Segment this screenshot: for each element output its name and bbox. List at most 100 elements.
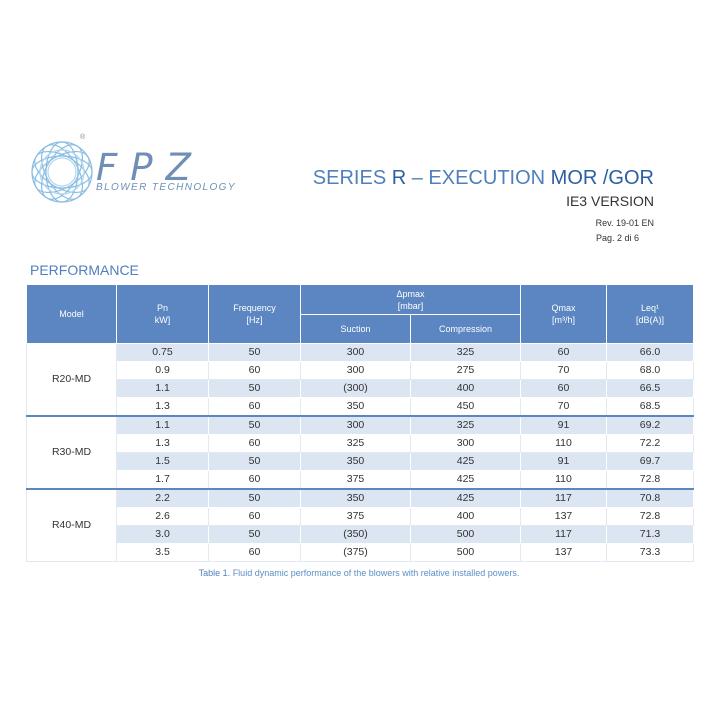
table-cell: 425: [410, 470, 521, 490]
table-cell: 60: [208, 543, 301, 562]
fpz-logo: [22, 132, 242, 212]
brand-name: FPZ: [96, 146, 204, 189]
table-cell: 400: [410, 379, 521, 398]
fpz-spiral-logo-icon: [31, 141, 93, 203]
table-cell: (375): [300, 543, 411, 562]
table-cell: (350): [300, 525, 411, 544]
revision-label: Rev. 19-01 EN: [595, 218, 654, 228]
table-cell: 1.7: [116, 470, 209, 490]
table-row: R20-MD 0.75 50 300 325 60 66.0: [26, 343, 694, 417]
table-cell: 50: [208, 525, 301, 544]
table-cell: 50: [208, 488, 301, 508]
table-cell: 72.2: [606, 434, 694, 453]
table-cell: 60: [520, 343, 607, 362]
table-cell: 71.3: [606, 525, 694, 544]
series-letter: R: [391, 167, 407, 189]
table-row: 2.6 60 375 400 137 72.8: [27, 507, 694, 526]
table-cell: 300: [300, 415, 411, 435]
table-cell: 91: [520, 452, 607, 471]
table-cell: 69.7: [606, 452, 694, 471]
header-pn: Pn kW]: [116, 284, 209, 344]
header-dp: Δpmax [mbar]: [300, 284, 521, 315]
table-cell: 60: [208, 507, 301, 526]
table-cell: 66.0: [606, 343, 694, 362]
table-cell: 300: [410, 434, 521, 453]
caption-label: Table 1.: [198, 568, 231, 578]
table-cell: 50: [208, 343, 301, 362]
table-cell: 325: [300, 434, 411, 453]
table-row: 1.1 50 (300) 400 60 66.5: [27, 379, 694, 398]
header-q: Qmax [m³/h]: [520, 284, 607, 344]
table-cell: 1.3: [116, 434, 209, 453]
performance-table: Model Pn kW] Frequency [Hz] Δpmax [mbar] Qm…: [26, 284, 694, 562]
table-cell: 425: [410, 452, 521, 471]
table-cell: 70: [520, 397, 607, 417]
table-cell: 70.8: [606, 488, 694, 508]
table-cell: 50: [208, 415, 301, 435]
table-cell: 2.6: [116, 507, 209, 526]
series-title: SERIES R – EXECUTION MOR /GOR: [313, 167, 654, 190]
table-row: 3.0 50 (350) 500 117 71.3: [27, 525, 694, 544]
table-cell: 275: [410, 361, 521, 380]
caption-text: Fluid dynamic performance of the blowers…: [230, 568, 520, 578]
series-mid: – EXECUTION: [406, 167, 551, 189]
header-q-label: Qmax: [551, 303, 576, 313]
table-cell: 60: [208, 434, 301, 453]
table-body: R20-MD 0.75 50 300 325 60 66.0 0.9 60 300 275 70 68.…: [26, 343, 694, 562]
table-cell: 69.2: [606, 415, 694, 435]
table-cell: 60: [520, 379, 607, 398]
header-model: Model: [26, 284, 117, 344]
table-row: 1.3 60 325 300 110 72.2: [27, 434, 694, 453]
table-cell: 73.3: [606, 543, 694, 562]
table-row: 1.5 50 350 425 91 69.7: [27, 452, 694, 471]
model-cell: R20-MD: [26, 343, 117, 417]
brand-tagline: BLOWER TECHNOLOGY: [96, 182, 236, 193]
table-cell: 137: [520, 543, 607, 562]
table-cell: 0.9: [116, 361, 209, 380]
series-execution: MOR /GOR: [550, 167, 654, 189]
table-cell: 375: [300, 470, 411, 490]
header-pn-unit: kW]: [154, 315, 171, 325]
model-cell: R30-MD: [26, 415, 117, 490]
table-cell: 50: [208, 452, 301, 471]
table-cell: 72.8: [606, 470, 694, 490]
table-cell: 300: [300, 361, 411, 380]
table-row: R40-MD 2.2 50 350 425 117 70.8: [26, 488, 694, 562]
table-cell: 350: [300, 488, 411, 508]
page-number: Pag. 2 di 6: [595, 233, 639, 243]
table-cell: 117: [520, 525, 607, 544]
table-cell: 110: [520, 470, 607, 490]
table-cell: 50: [208, 379, 301, 398]
table-cell: 2.2: [116, 488, 209, 508]
table-row: 3.5 60 (375) 500 137 73.3: [27, 543, 694, 562]
table-cell: 300: [300, 343, 411, 362]
table-cell: 375: [300, 507, 411, 526]
header-frequency-unit: [Hz]: [246, 315, 263, 325]
header-frequency-label: Frequency: [233, 303, 276, 313]
registered-mark: ®: [80, 134, 86, 141]
header-leq: Leq¹ [dB(A)]: [606, 284, 694, 344]
table-cell: 450: [410, 397, 521, 417]
header-leq-label: Leq¹: [640, 303, 659, 313]
header-suction: Suction: [300, 314, 411, 344]
header-q-unit: [m³/h]: [551, 315, 575, 325]
table-cell: 60: [208, 470, 301, 490]
table-cell: 350: [300, 452, 411, 471]
table-cell: 1.1: [116, 415, 209, 435]
header-leq-unit: [dB(A)]: [635, 315, 664, 325]
header-pn-label: Pn: [156, 303, 168, 313]
table-cell: 68.5: [606, 397, 694, 417]
table-cell: 425: [410, 488, 521, 508]
version-label: IE3 VERSION: [566, 193, 654, 209]
table-cell: 500: [410, 543, 521, 562]
table-cell: 72.8: [606, 507, 694, 526]
table-cell: 350: [300, 397, 411, 417]
table-row: R30-MD 1.1 50 300 325 91 69.2: [26, 415, 694, 490]
table-cell: 70: [520, 361, 607, 380]
table-cell: 400: [410, 507, 521, 526]
table-row: 0.9 60 300 275 70 68.0: [27, 361, 694, 380]
table-cell: 110: [520, 434, 607, 453]
table-caption: Table 1. Fluid dynamic performance of th…: [0, 568, 718, 578]
table-cell: 66.5: [606, 379, 694, 398]
table-cell: 1.3: [116, 397, 209, 417]
